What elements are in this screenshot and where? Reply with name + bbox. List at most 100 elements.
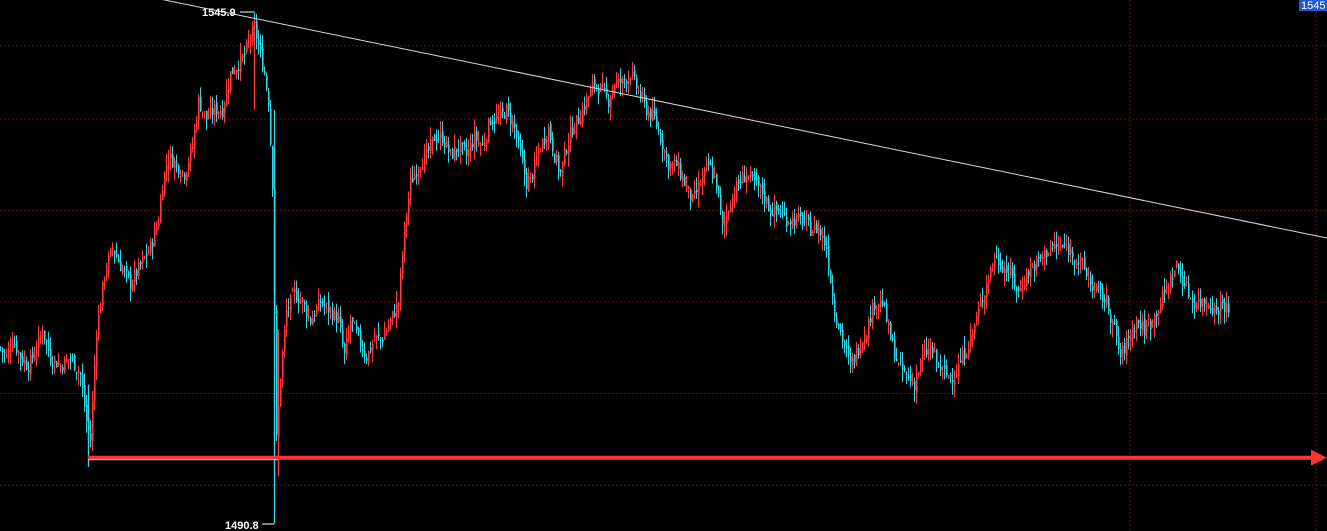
candle: [1048, 252, 1050, 257]
candle: [164, 171, 166, 198]
candle: [1030, 257, 1032, 287]
candle: [234, 64, 236, 76]
candle-body: [926, 349, 928, 355]
candle: [682, 170, 684, 188]
candle-body: [810, 222, 812, 236]
candle: [78, 365, 80, 386]
candle: [374, 327, 376, 342]
candle: [926, 336, 928, 358]
candle: [0, 345, 2, 352]
candle: [130, 266, 132, 302]
candle: [658, 121, 660, 135]
candle-body: [972, 331, 974, 338]
candle-body: [404, 223, 406, 254]
candle-body: [494, 120, 496, 124]
candle-body: [282, 351, 284, 378]
candle: [676, 155, 678, 167]
candle-body: [344, 343, 346, 355]
candle: [1216, 298, 1218, 315]
candle-body: [700, 184, 702, 186]
support-arrow[interactable]: [88, 449, 1327, 466]
candle-body: [360, 331, 362, 347]
candle-body: [388, 325, 390, 330]
candle: [1194, 294, 1196, 319]
candle: [1188, 275, 1190, 299]
candle-body: [1200, 298, 1202, 307]
candle: [502, 102, 504, 119]
candle: [334, 306, 336, 323]
candle: [704, 166, 706, 186]
candle-body: [168, 160, 170, 170]
candle-body: [512, 121, 514, 129]
candle-body: [234, 72, 236, 74]
candle: [738, 175, 740, 192]
candle: [1150, 318, 1152, 341]
candle-body: [1080, 257, 1082, 262]
candle: [978, 300, 980, 326]
candle: [562, 160, 564, 187]
candle-body: [964, 347, 966, 360]
candle: [1042, 251, 1044, 266]
candle: [1180, 261, 1182, 284]
candle: [1142, 313, 1144, 337]
candle: [1220, 290, 1222, 325]
candle: [464, 140, 466, 151]
candle-body: [866, 336, 868, 343]
candle-body: [1006, 265, 1008, 273]
candle: [72, 353, 74, 363]
candle-body: [462, 142, 464, 145]
candle: [476, 126, 478, 152]
candle-body: [350, 320, 352, 332]
candle-body: [622, 77, 624, 85]
candle: [1002, 259, 1004, 274]
candle-body: [606, 88, 608, 96]
candle-body: [626, 81, 628, 84]
candle: [866, 334, 868, 345]
candle-body: [82, 374, 84, 389]
candle-body: [510, 112, 512, 125]
candle-body: [1020, 288, 1022, 292]
candle: [930, 338, 932, 361]
candle: [44, 330, 46, 345]
candle: [988, 274, 990, 294]
candle: [1206, 296, 1208, 316]
candle: [724, 211, 726, 239]
candle-body: [552, 137, 554, 152]
candle-body: [724, 221, 726, 226]
candle: [264, 66, 266, 76]
candle: [1118, 326, 1120, 356]
candle-body: [32, 352, 34, 358]
candle: [1066, 234, 1068, 252]
candle: [552, 131, 554, 157]
descending-trendline[interactable]: [120, 0, 1327, 239]
candle: [1054, 231, 1056, 253]
candle: [1034, 260, 1036, 282]
candle-body: [824, 235, 826, 246]
candle: [94, 354, 96, 411]
candle-body: [318, 298, 320, 311]
candle-body: [500, 110, 502, 119]
candle-body: [44, 330, 46, 340]
candle: [444, 135, 446, 155]
candle: [804, 210, 806, 227]
candle: [52, 356, 54, 375]
candle: [596, 84, 598, 92]
candle-body: [818, 228, 820, 236]
candle: [12, 332, 14, 353]
candle: [138, 258, 140, 280]
candle: [430, 127, 432, 159]
candle: [922, 344, 924, 373]
candle: [782, 201, 784, 219]
candle-body: [996, 255, 998, 257]
candle: [952, 367, 954, 395]
candle-body: [740, 181, 742, 183]
candle: [570, 115, 572, 153]
candle-body: [542, 139, 544, 149]
candle-body: [90, 432, 92, 441]
candle-body: [372, 343, 374, 350]
candle: [642, 86, 644, 103]
candle-body: [1066, 246, 1068, 248]
candle: [698, 170, 700, 208]
candle: [336, 303, 338, 333]
candle: [846, 339, 848, 358]
